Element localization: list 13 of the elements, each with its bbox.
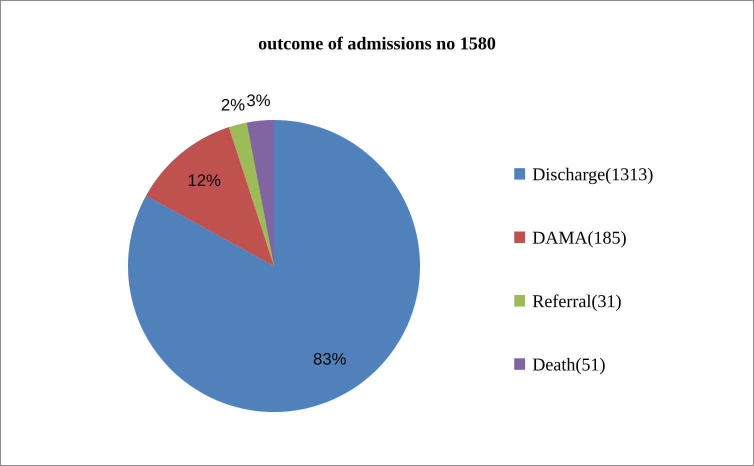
data-label: 12% [188, 174, 220, 186]
pie-slice [246, 120, 274, 266]
pie-slice [146, 127, 274, 266]
legend-label: Discharge(1313) [532, 168, 653, 184]
pie-slice [228, 122, 274, 266]
legend-label: Referral(31) [532, 294, 621, 311]
chart-title: outcome of admissions no 1580 [258, 36, 496, 50]
legend-label: DAMA(185) [532, 231, 626, 248]
legend-label: Death(51) [532, 358, 605, 374]
data-label: 3% [247, 94, 270, 106]
data-label: 2% [222, 98, 244, 111]
pie-slice [128, 120, 420, 412]
data-label: 83% [314, 352, 346, 365]
